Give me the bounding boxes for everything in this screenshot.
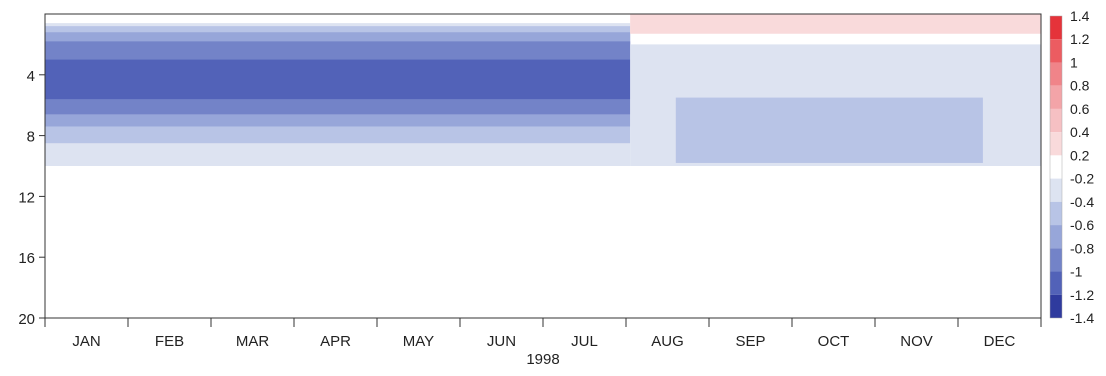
colorbar-swatch [1050, 155, 1062, 179]
colorbar: 1.4 1.2 1 0.8 0.6 0.4 0.2 -0.2 -0.4 -0.6 -0.8 -1 -1.… [1049, 8, 1094, 326]
heatmap-cell [45, 59, 631, 100]
colorbar-tick-label: -1.2 [1070, 287, 1094, 303]
plot-area [45, 14, 1041, 167]
colorbar-swatch [1050, 39, 1062, 63]
y-tick-label: 16 [18, 250, 35, 267]
colorbar-swatch [1050, 178, 1062, 202]
colorbar-swatch [1050, 248, 1062, 272]
x-axis-title: 1998 [526, 351, 559, 368]
colorbar-swatch [1050, 108, 1062, 133]
x-tick-label: AUG [651, 333, 684, 350]
colorbar-tick-label: -0.6 [1070, 217, 1094, 233]
x-tick-label: JUL [571, 333, 598, 350]
colorbar-swatch [1050, 85, 1062, 109]
colorbar-swatch [1050, 16, 1062, 40]
colorbar-tick-label: -1 [1070, 264, 1083, 280]
y-tick-label: 12 [18, 189, 35, 206]
colorbar-tick-label: 0.4 [1070, 124, 1090, 140]
colorbar-tick-label: -0.2 [1070, 171, 1094, 187]
y-tick-label: 4 [27, 68, 35, 85]
axes: 4 8 12 16 20 JAN FEB MAR APR MAY JUN JUL AUG SEP OCT NO… [18, 68, 1042, 350]
colorbar-tick-label: 0.2 [1070, 147, 1090, 163]
x-tick-label: JUN [487, 333, 516, 350]
heatmap-cell [630, 14, 1041, 34]
colorbar-swatch [1050, 271, 1062, 295]
colorbar-tick-label: -1.4 [1070, 310, 1094, 326]
colorbar-swatch [1050, 225, 1062, 249]
colorbar-tick-label: 1.4 [1070, 8, 1090, 24]
colorbar-frame [1049, 15, 1063, 319]
x-tick-label: OCT [818, 333, 850, 350]
x-tick-label: APR [320, 333, 351, 350]
x-tick-label: MAY [403, 333, 434, 350]
x-tick-label: NOV [900, 333, 933, 350]
colorbar-tick-label: -0.4 [1070, 194, 1094, 210]
colorbar-tick-label: -0.8 [1070, 240, 1094, 256]
x-tick-label: FEB [155, 333, 184, 350]
colorbar-tick-label: 1.2 [1070, 31, 1090, 47]
x-tick-label: MAR [236, 333, 270, 350]
colorbar-swatch [1050, 201, 1062, 226]
colorbar-tick-label: 1 [1070, 54, 1078, 70]
colorbar-tick-label: 0.6 [1070, 101, 1090, 117]
colorbar-swatch [1050, 62, 1062, 86]
x-tick-label: SEP [735, 333, 765, 350]
x-tick-label: DEC [984, 333, 1016, 350]
y-tick-label: 20 [18, 311, 35, 328]
x-tick-label: JAN [72, 333, 100, 350]
colorbar-swatch [1050, 132, 1062, 156]
colorbar-tick-label: 0.8 [1070, 78, 1090, 94]
colorbar-swatch [1050, 294, 1062, 318]
heatmap-cell [675, 97, 983, 163]
y-tick-label: 8 [27, 129, 35, 146]
